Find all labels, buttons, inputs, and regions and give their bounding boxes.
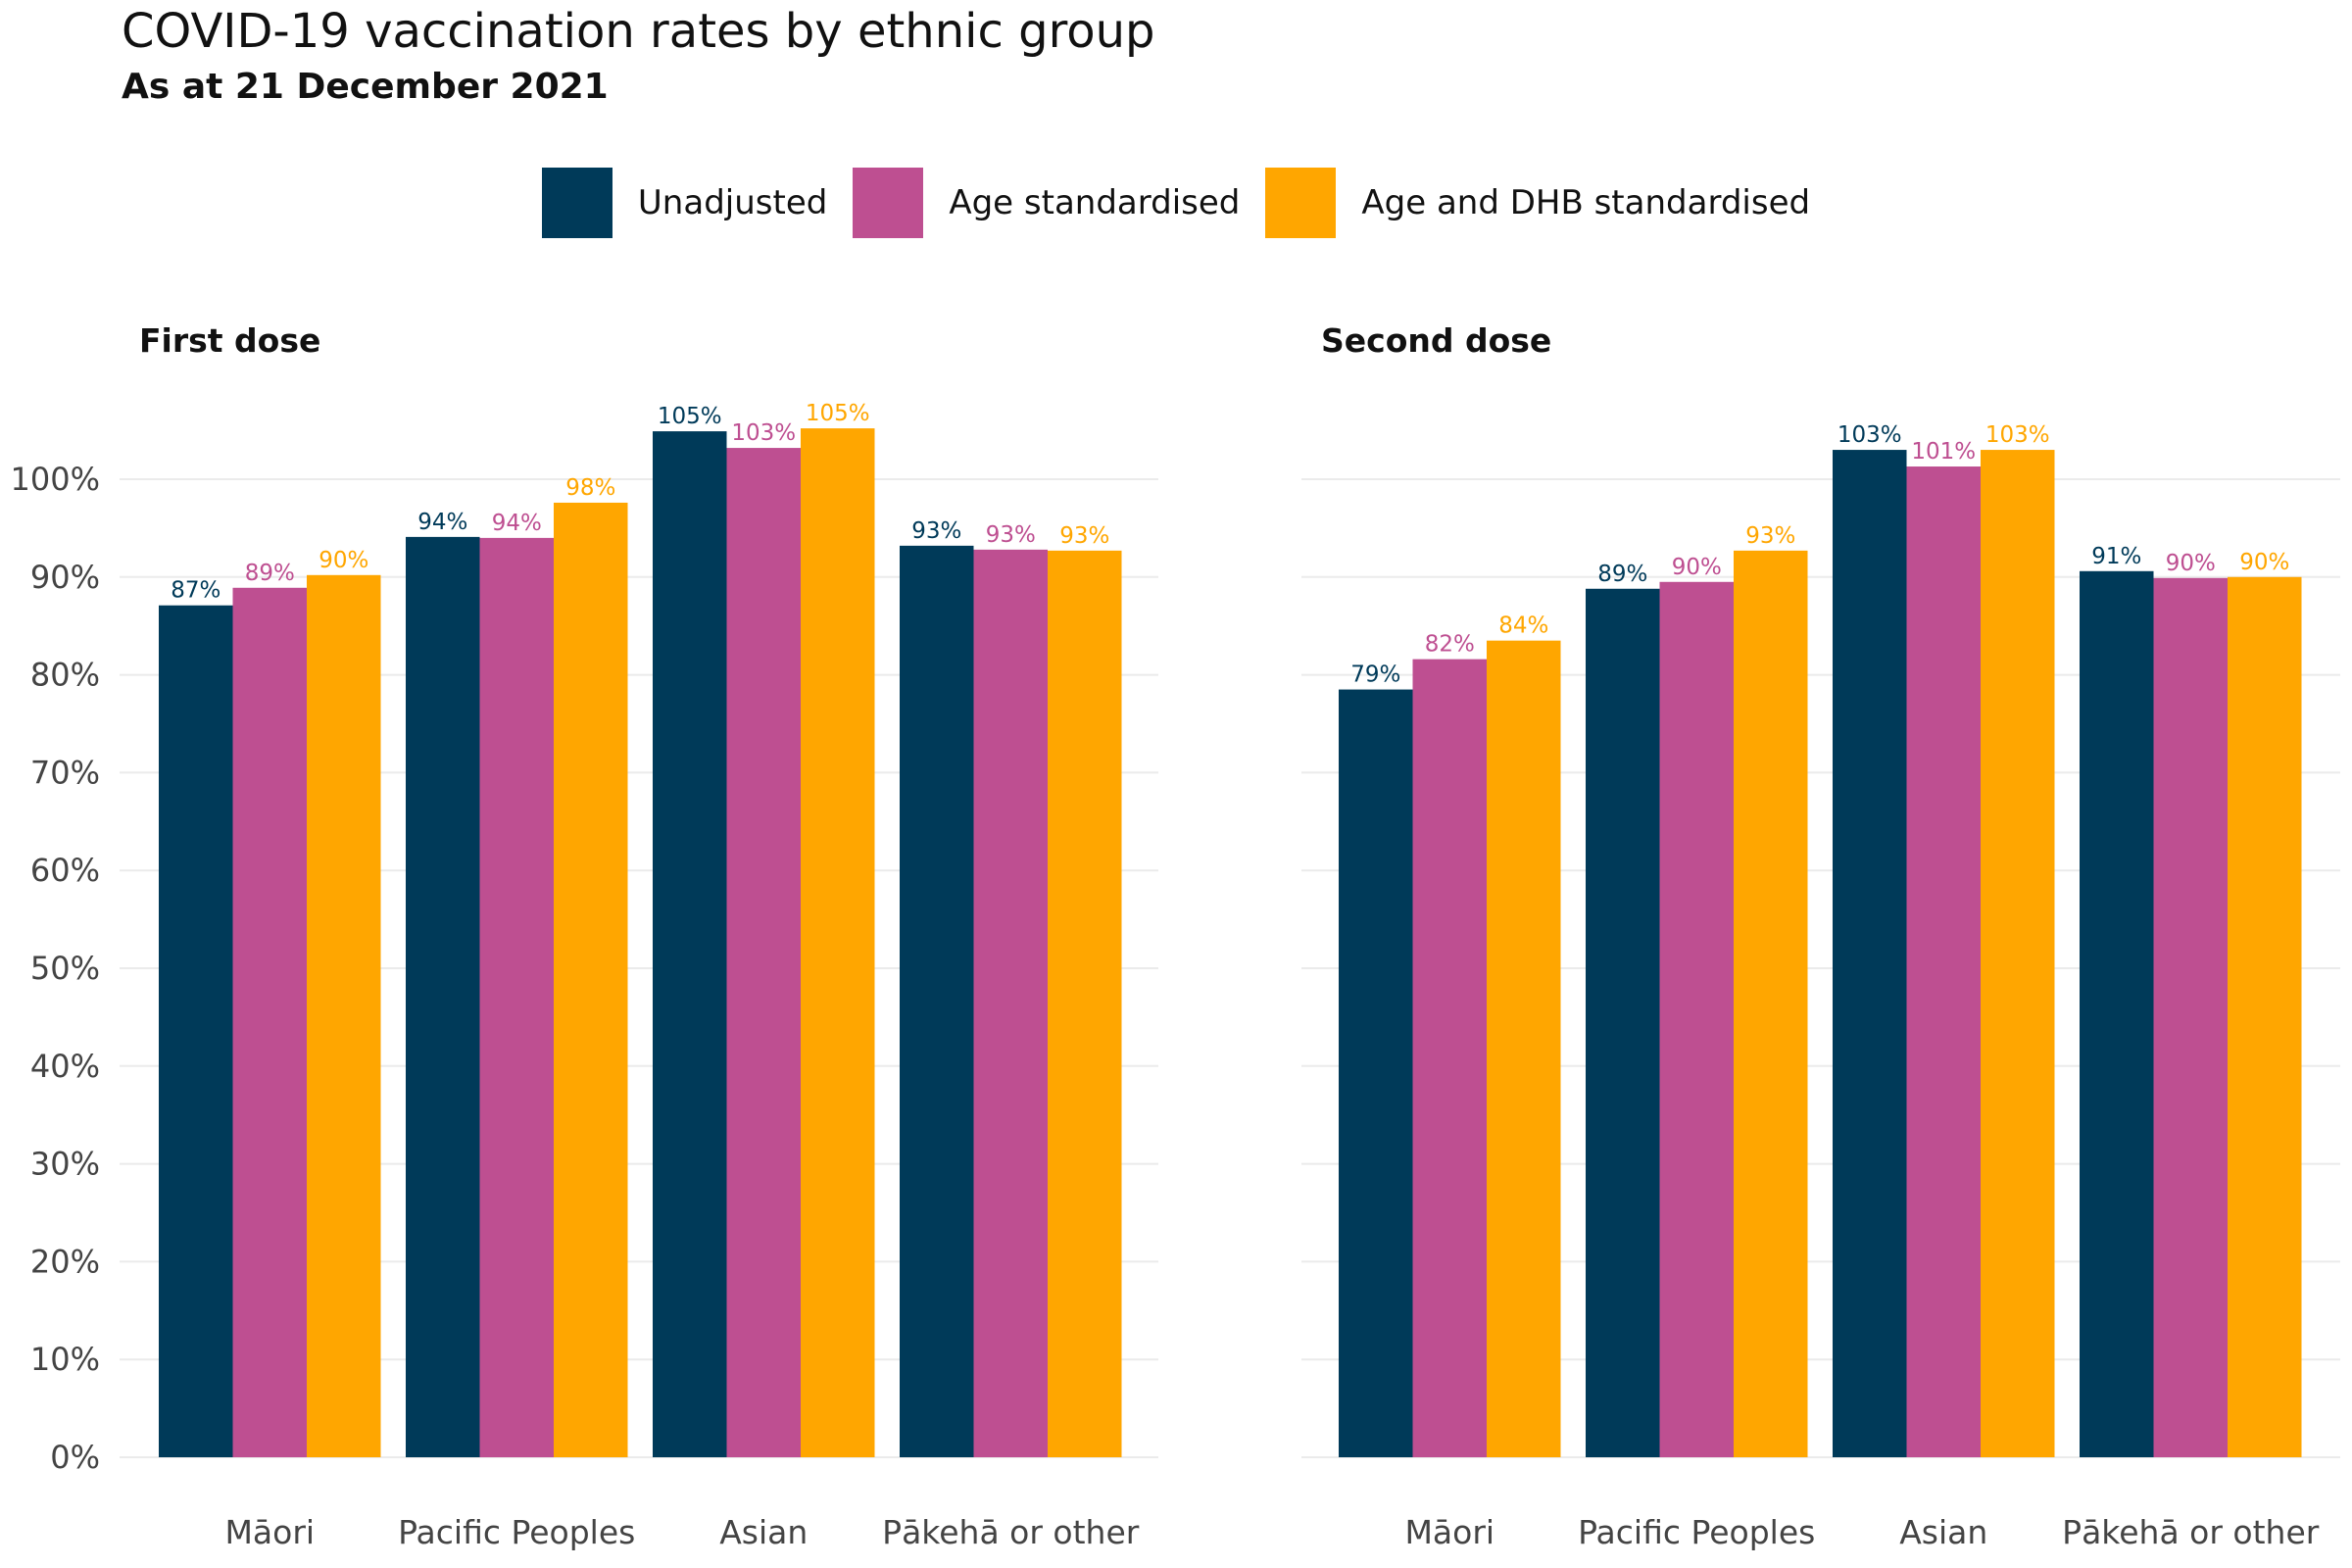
legend-swatch-age-dhb-standardised [1265, 168, 1337, 238]
bar-second-dose-maori-age-standardised [1412, 659, 1487, 1457]
y-tick-label: 70% [30, 754, 100, 791]
bar-second-dose-pacific-peoples-age-standardised [1659, 581, 1734, 1457]
bar-second-dose-pakeha-or-other-unadjusted [2080, 570, 2154, 1457]
bar-second-dose-asian-age-and-dhb-standardised [1981, 450, 2055, 1457]
data-label-second-dose-pakeha-or-other-age-standardised: 90% [2166, 551, 2216, 576]
data-label-first-dose-asian-age-and-dhb-standardised: 105% [806, 401, 870, 426]
bar-first-dose-pakeha-or-other-unadjusted [900, 545, 974, 1457]
data-label-first-dose-pacific-peoples-age-and-dhb-standardised: 98% [565, 475, 615, 501]
bar-first-dose-asian-unadjusted [653, 431, 727, 1457]
legend-label-unadjusted: Unadjusted [637, 183, 828, 222]
bar-second-dose-maori-unadjusted [1339, 689, 1413, 1457]
x-category-label-asian: Asian [719, 1513, 808, 1551]
data-label-second-dose-pacific-peoples-unadjusted: 89% [1597, 562, 1647, 587]
x-category-label-pacific-peoples: Pacific Peoples [1578, 1513, 1815, 1551]
data-label-second-dose-maori-age-and-dhb-standardised: 84% [1498, 613, 1548, 639]
bar-second-dose-pakeha-or-other-age-standardised [2153, 577, 2228, 1457]
data-label-first-dose-maori-age-standardised: 89% [245, 561, 295, 586]
bar-first-dose-pacific-peoples-age-and-dhb-standardised [554, 502, 628, 1457]
data-label-second-dose-asian-age-and-dhb-standardised: 103% [1985, 422, 2050, 448]
bar-first-dose-pakeha-or-other-age-and-dhb-standardised [1048, 550, 1122, 1457]
bar-first-dose-asian-age-standardised [726, 448, 801, 1458]
bar-first-dose-maori-age-and-dhb-standardised [307, 574, 381, 1457]
panel-title-second-dose: Second dose [1321, 321, 1551, 360]
y-tick-label: 50% [30, 950, 100, 987]
data-label-second-dose-maori-age-standardised: 82% [1425, 632, 1475, 658]
y-tick-label: 0% [50, 1439, 100, 1476]
legend-item-age-standardised: Age standardised [853, 168, 1240, 238]
legend-label-age-dhb-standardised: Age and DHB standardised [1361, 183, 1811, 222]
x-category-label-maori: Māori [1404, 1513, 1494, 1551]
y-tick-label: 90% [30, 559, 100, 596]
data-label-first-dose-pakeha-or-other-unadjusted: 93% [911, 518, 961, 544]
data-label-second-dose-pakeha-or-other-age-and-dhb-standardised: 90% [2239, 550, 2289, 575]
y-tick-label: 20% [30, 1243, 100, 1280]
bar-second-dose-asian-unadjusted [1833, 450, 1907, 1457]
data-label-second-dose-pacific-peoples-age-and-dhb-standardised: 93% [1745, 523, 1795, 549]
bar-first-dose-pakeha-or-other-age-standardised [973, 549, 1048, 1457]
bar-first-dose-pacific-peoples-unadjusted [406, 536, 480, 1457]
x-category-label-pakeha-or-other: Pākehā or other [882, 1513, 1140, 1551]
y-tick-label: 40% [30, 1048, 100, 1085]
legend-item-age-dhb-standardised: Age and DHB standardised [1265, 168, 1810, 238]
data-label-second-dose-maori-unadjusted: 79% [1350, 662, 1400, 688]
bar-second-dose-maori-age-and-dhb-standardised [1487, 640, 1561, 1457]
legend-label-age-standardised: Age standardised [949, 183, 1241, 222]
data-label-first-dose-maori-unadjusted: 87% [171, 578, 220, 604]
data-label-first-dose-asian-unadjusted: 105% [658, 404, 722, 429]
data-label-second-dose-pakeha-or-other-unadjusted: 91% [2091, 544, 2141, 569]
data-label-first-dose-maori-age-and-dhb-standardised: 90% [318, 548, 368, 573]
data-label-first-dose-pakeha-or-other-age-standardised: 93% [986, 522, 1036, 548]
bar-second-dose-asian-age-standardised [1906, 466, 1981, 1457]
x-category-label-maori: Māori [224, 1513, 315, 1551]
y-tick-label: 30% [30, 1146, 100, 1183]
bar-first-dose-maori-age-standardised [232, 587, 307, 1457]
data-label-first-dose-pacific-peoples-unadjusted: 94% [417, 510, 467, 535]
y-tick-label: 10% [30, 1341, 100, 1378]
y-tick-label: 80% [30, 657, 100, 694]
data-label-first-dose-pacific-peoples-age-standardised: 94% [492, 511, 542, 536]
data-label-first-dose-pakeha-or-other-age-and-dhb-standardised: 93% [1059, 523, 1109, 549]
legend-swatch-unadjusted [541, 168, 612, 238]
bar-second-dose-pacific-peoples-unadjusted [1586, 588, 1660, 1457]
data-label-second-dose-asian-age-standardised: 101% [1911, 439, 1976, 465]
chart-title: COVID-19 vaccination rates by ethnic gro… [122, 4, 1155, 59]
bar-first-dose-maori-unadjusted [159, 605, 233, 1457]
legend-swatch-age-standardised [853, 168, 924, 238]
x-category-label-asian: Asian [1899, 1513, 1987, 1551]
legend: Unadjusted Age standardised Age and DHB … [0, 167, 2352, 239]
y-tick-label: 60% [30, 852, 100, 889]
bar-first-dose-pacific-peoples-age-standardised [479, 537, 554, 1457]
data-label-first-dose-asian-age-standardised: 103% [731, 420, 796, 446]
y-tick-label: 100% [11, 461, 100, 498]
panel-title-first-dose: First dose [139, 321, 320, 360]
legend-item-unadjusted: Unadjusted [541, 168, 828, 238]
bar-first-dose-asian-age-and-dhb-standardised [801, 428, 875, 1457]
x-category-label-pacific-peoples: Pacific Peoples [398, 1513, 635, 1551]
data-label-second-dose-asian-unadjusted: 103% [1838, 422, 1902, 448]
data-label-second-dose-pacific-peoples-age-standardised: 90% [1672, 555, 1722, 580]
bar-second-dose-pacific-peoples-age-and-dhb-standardised [1734, 550, 1808, 1457]
chart-subtitle: As at 21 December 2021 [122, 67, 609, 107]
bar-second-dose-pakeha-or-other-age-and-dhb-standardised [2228, 576, 2302, 1457]
x-category-label-pakeha-or-other: Pākehā or other [2062, 1513, 2320, 1551]
